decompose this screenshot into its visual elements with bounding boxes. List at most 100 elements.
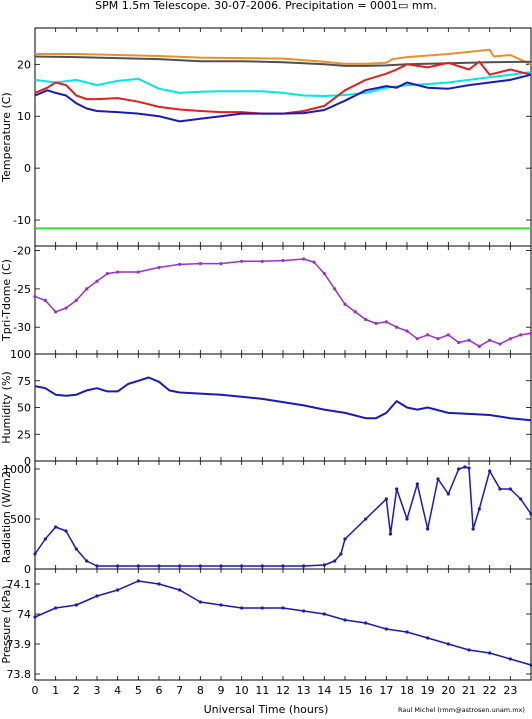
y-tick-label: 50: [17, 402, 31, 415]
data-point: [178, 564, 182, 568]
data-point: [260, 564, 264, 568]
x-tick-label: 1: [52, 684, 59, 697]
data-point: [85, 559, 89, 563]
data-point: [54, 310, 58, 314]
y-axis-title: Tpri-Tdome (C): [0, 259, 13, 342]
x-axis: 0 1 2 3 4 5 6 7 8 9 10 11 12 13 14 15 16 17 18 19 20 21 22 23: [32, 684, 518, 697]
x-tick-label: 6: [156, 684, 163, 697]
data-point: [364, 317, 368, 322]
data-point: [374, 321, 378, 325]
y-axis-title: Pressure (kPa): [0, 585, 13, 663]
data-point: [405, 630, 409, 634]
x-tick-label: 7: [176, 684, 183, 697]
x-tick-label: 14: [317, 684, 331, 697]
series-4-line: [34, 73, 532, 123]
y-tick-label: 1000: [3, 463, 31, 476]
data-point: [281, 564, 285, 568]
data-point: [43, 537, 47, 541]
series-0-line: [34, 466, 532, 567]
data-point: [33, 552, 37, 556]
chart-title: SPM 1.5m Telescope. 30-07-2006. Precipit…: [95, 0, 437, 12]
data-point: [446, 642, 450, 646]
x-tick-label: 22: [483, 684, 497, 697]
y-axis-title: Humidity (%): [0, 371, 13, 443]
data-point: [364, 621, 368, 625]
data-point: [157, 265, 161, 270]
x-tick-label: 15: [338, 684, 352, 697]
data-point: [498, 487, 502, 491]
data-point: [426, 636, 430, 640]
data-point: [488, 651, 492, 655]
data-point: [446, 333, 450, 337]
y-tick-label: 100: [10, 348, 31, 361]
series-1-line: [34, 55, 532, 67]
x-tick-label: 21: [462, 684, 476, 697]
y-tick-label: 20: [17, 58, 31, 71]
data-point: [384, 497, 388, 501]
y-tick-label: 74: [17, 608, 31, 621]
y-tick-label: 74.1: [7, 578, 32, 591]
data-point: [178, 588, 182, 592]
y-tick-label: -10: [13, 214, 31, 227]
data-point: [467, 338, 471, 342]
panel-frame: [34, 568, 532, 681]
x-tick-label: 9: [218, 684, 225, 697]
data-point: [312, 260, 316, 264]
panel-frame: [34, 245, 532, 355]
x-tick-label: 5: [135, 684, 142, 697]
data-point: [85, 287, 89, 291]
data-point: [333, 287, 337, 291]
data-point: [322, 612, 326, 616]
series-0-line: [35, 48, 532, 66]
data-point: [529, 331, 532, 335]
data-point: [157, 582, 161, 586]
data-point: [519, 497, 523, 501]
data-point: [240, 564, 244, 568]
x-tick-label: 16: [359, 684, 373, 697]
x-tick-label: 20: [441, 684, 455, 697]
data-point: [436, 477, 440, 481]
data-point: [436, 337, 440, 341]
data-point: [471, 527, 475, 531]
panel-frame: [34, 353, 532, 462]
data-point: [343, 618, 347, 622]
data-point: [64, 529, 68, 533]
x-tick-label: 19: [421, 684, 435, 697]
panel-4: 74.1 74 73.9 73.8 Pressure (kPa): [0, 568, 532, 681]
series-0-line: [34, 376, 532, 422]
data-point: [219, 564, 223, 568]
data-point: [405, 517, 409, 521]
data-point: [498, 342, 502, 346]
data-point: [457, 467, 461, 471]
data-point: [463, 465, 467, 469]
x-tick-label: 12: [276, 684, 290, 697]
x-tick-label: 23: [503, 684, 517, 697]
x-tick-label: 11: [255, 684, 269, 697]
data-point: [477, 344, 481, 348]
data-point: [116, 270, 120, 274]
x-tick-label: 0: [32, 684, 39, 697]
data-point: [302, 609, 306, 613]
data-point: [395, 487, 399, 491]
data-point: [384, 320, 388, 324]
y-tick-label: 75: [17, 375, 31, 388]
x-tick-label: 4: [114, 684, 121, 697]
panel-frame: [34, 460, 532, 570]
data-point: [343, 302, 347, 306]
panel-3: 1000 500 0 Radiation (W/m2): [0, 460, 532, 576]
x-tick-label: 17: [379, 684, 393, 697]
data-point: [281, 606, 285, 610]
y-tick-label: 0: [24, 162, 31, 175]
data-point: [95, 594, 99, 598]
data-point: [508, 337, 512, 341]
data-point: [64, 306, 68, 310]
data-point: [198, 564, 202, 568]
series-0-line: [34, 258, 532, 348]
data-point: [178, 262, 182, 266]
data-point: [322, 271, 326, 276]
panel-2: 100 75 50 25 0 Humidity (%): [0, 348, 532, 468]
x-tick-label: 8: [197, 684, 204, 697]
data-point: [198, 600, 202, 604]
data-point: [529, 663, 532, 667]
data-point: [95, 564, 99, 568]
